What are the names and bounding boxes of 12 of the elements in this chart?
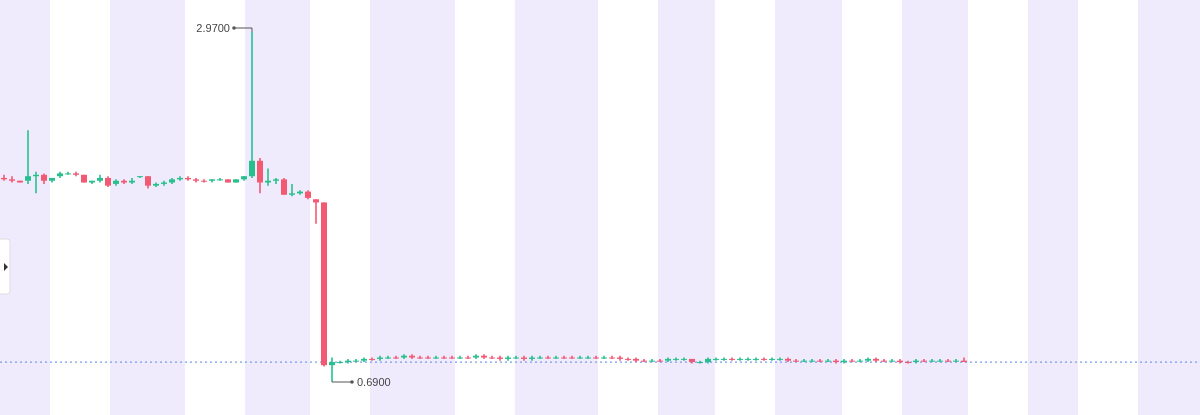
candlestick <box>313 198 319 225</box>
candlestick <box>201 178 207 184</box>
annotation: 2.9700 <box>196 22 230 34</box>
annotation: 0.6900 <box>357 376 391 388</box>
candlestick <box>329 356 335 383</box>
candlestick <box>265 167 271 187</box>
candlestick <box>25 129 31 185</box>
candlestick <box>217 177 223 182</box>
candlestick <box>257 157 263 195</box>
candlestick <box>289 183 295 197</box>
candlestick <box>249 31 255 179</box>
candlestick <box>9 175 15 184</box>
